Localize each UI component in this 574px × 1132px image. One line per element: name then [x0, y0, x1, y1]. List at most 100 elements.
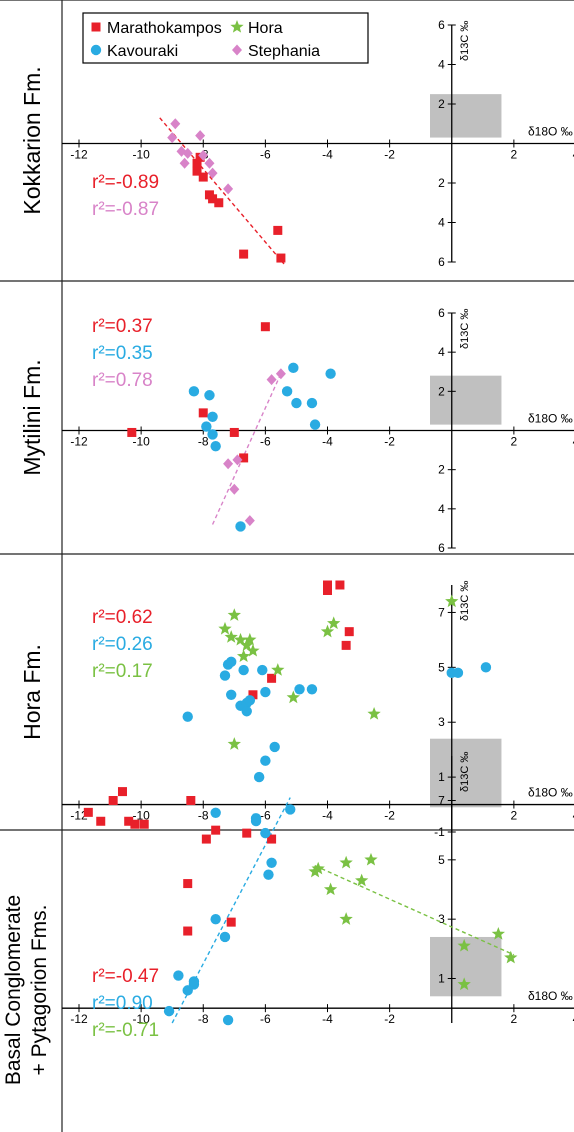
x-tick-label: 4: [573, 1012, 574, 1026]
point-kavouraki: [253, 771, 265, 783]
x-tick-label: 2: [511, 809, 518, 823]
y-tick-label: 5: [438, 660, 445, 674]
point-kavouraki: [238, 664, 249, 676]
point-marathokampos: [267, 673, 277, 683]
point-kavouraki: [260, 755, 271, 766]
point-kavouraki: [288, 362, 299, 374]
point-marathokampos: [211, 825, 221, 835]
x-tick-label: -6: [260, 435, 271, 449]
y-tick-label: 4: [438, 58, 445, 72]
point-marathokampos: [127, 427, 137, 437]
point-kavouraki: [210, 807, 221, 818]
point-kavouraki: [480, 662, 492, 673]
point-kavouraki: [182, 711, 193, 722]
point-kavouraki: [263, 869, 274, 880]
point-marathokampos: [323, 585, 332, 595]
point-marathokampos: [344, 627, 354, 637]
point-marathokampos: [239, 453, 249, 463]
legend-marker-hora: [230, 20, 244, 33]
x-tick-label: 4: [573, 435, 574, 449]
r-squared-annotation: r²=0.78: [92, 370, 153, 391]
point-kavouraki: [260, 827, 271, 839]
x-tick-label: -4: [322, 809, 333, 823]
point-kavouraki: [306, 397, 318, 409]
legend-marker-stephania: [232, 44, 242, 56]
point-kavouraki: [226, 689, 237, 700]
legend-label-hora: Hora: [248, 20, 283, 37]
point-stephania: [266, 374, 277, 386]
y-axis-title: δ13C ‰: [459, 21, 471, 61]
trendline-2: [314, 865, 515, 956]
point-kavouraki: [173, 970, 184, 981]
y-axis-title: δ13C ‰: [459, 752, 471, 792]
panel-label: Kokkarion Fm.: [19, 66, 45, 214]
legend-label-stephania: Stephania: [248, 43, 320, 60]
point-stephania: [204, 157, 215, 169]
point-marathokampos: [130, 819, 140, 829]
point-kavouraki: [188, 976, 200, 987]
point-marathokampos: [198, 408, 208, 418]
point-stephania: [207, 167, 218, 179]
point-kavouraki: [201, 421, 212, 432]
x-tick-label: -8: [198, 1012, 209, 1026]
x-tick-label: -10: [132, 148, 150, 162]
point-kavouraki: [309, 419, 321, 430]
point-marathokampos: [201, 834, 211, 844]
point-hora: [327, 616, 341, 630]
point-stephania: [182, 147, 193, 159]
point-kavouraki: [226, 656, 237, 668]
x-axis-title: δ18O ‰: [528, 989, 573, 1003]
r-squared-annotation: r²=0.37: [92, 316, 153, 337]
point-marathokampos: [226, 917, 236, 927]
x-tick-label: 2: [511, 148, 518, 162]
point-kavouraki: [163, 1005, 175, 1017]
point-hora: [320, 624, 335, 638]
point-hora: [355, 873, 369, 887]
point-hora: [491, 927, 505, 940]
r-squared-annotation: r²=0.35: [92, 343, 153, 364]
y-tick-label: 2: [438, 463, 445, 477]
point-kavouraki: [241, 706, 252, 717]
y-tick-label: 7: [438, 605, 445, 619]
x-tick-label: -2: [384, 435, 395, 449]
point-hora: [243, 632, 257, 646]
point-marathokampos: [248, 690, 258, 700]
reference-box: [430, 738, 502, 808]
point-hora: [367, 706, 381, 720]
y-tick-label: 2: [438, 384, 445, 398]
point-hora: [457, 977, 471, 991]
point-kavouraki: [452, 667, 464, 679]
y-tick-label: 1: [438, 770, 445, 784]
x-tick-label: 2: [511, 1012, 518, 1026]
point-kavouraki: [257, 664, 268, 676]
point-marathokampos: [242, 828, 252, 838]
point-hora: [227, 608, 241, 621]
point-hora: [233, 632, 248, 646]
x-tick-label: -10: [132, 809, 150, 823]
point-kavouraki: [260, 686, 271, 698]
y-tick-label: 6: [438, 541, 445, 555]
point-kavouraki: [188, 386, 200, 397]
x-tick-label: -2: [384, 148, 395, 162]
panel-3: -12 -10 -8 -6 -4 -2 2 4 7 5 3 1 -1 δ13C ‰ δ18O ‰ Hora F…: [0, 553, 574, 839]
legend-marker-kavouraki: [90, 44, 102, 56]
point-stephania: [229, 483, 240, 495]
point-marathokampos: [208, 194, 218, 204]
panel-label: Hora Fm.: [19, 644, 45, 740]
point-stephania: [223, 458, 234, 470]
x-tick-label: -12: [70, 435, 88, 449]
point-kavouraki: [207, 411, 218, 422]
x-axis-title: δ18O ‰: [528, 786, 573, 800]
point-marathokampos: [192, 166, 202, 176]
point-marathokampos: [239, 249, 249, 259]
panel-1: -12-10-8-6-4-224422466δ13C ‰δ18O ‰Kokkar…: [0, 0, 574, 281]
point-marathokampos: [183, 879, 193, 889]
y-axis-title: δ13C ‰: [459, 581, 471, 621]
point-kavouraki: [204, 390, 215, 401]
point-stephania: [198, 149, 209, 161]
point-marathokampos: [124, 816, 134, 826]
point-stephania: [232, 454, 243, 466]
y-tick-label: 4: [438, 216, 445, 230]
r-squared-annotation: r²=0.62: [92, 607, 153, 628]
